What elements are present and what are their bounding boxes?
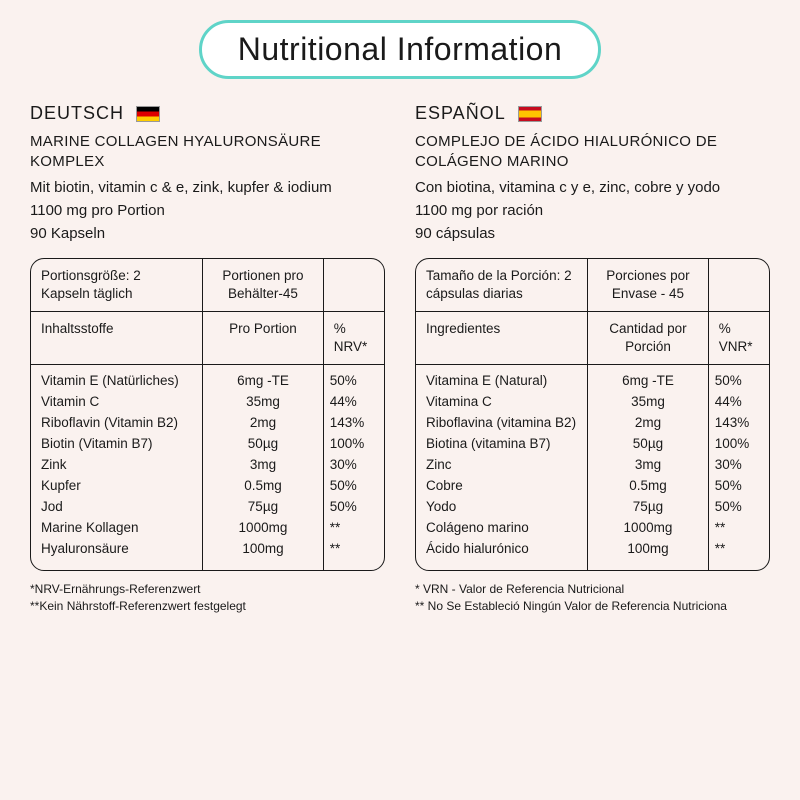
column-de: DEUTSCH MARINE COLLAGEN HYALURONSÄURE KO…: [30, 103, 385, 615]
footnotes-de: *NRV-Ernährungs-Referenzwert **Kein Nähr…: [30, 581, 385, 616]
ing-amounts-es: 6mg -TE35mg2mg50µg3mg0.5mg75µg1000mg100m…: [588, 365, 709, 569]
column-es: ESPAÑOL COMPLEJO DE ÁCIDO HIALURÓNICO DE…: [415, 103, 770, 615]
desc1-es: Con biotina, vitamina c y e, zinc, cobre…: [415, 177, 770, 198]
serving-size-de: Portionsgröße: 2 Kapseln täglich: [31, 259, 203, 311]
product-name-de: MARINE COLLAGEN HYALURONSÄURE KOMPLEX: [30, 132, 385, 173]
serving-size-es: Tamaño de la Porción: 2 cápsulas diarias: [416, 259, 588, 311]
page-title-pill: Nutritional Information: [199, 20, 602, 79]
servings-per-de: Portionen pro Behälter-45: [203, 259, 324, 311]
foot2-de: **Kein Nährstoff-Referenzwert festgelegt: [30, 598, 385, 615]
lang-label-es: ESPAÑOL: [415, 103, 506, 124]
blank-cell: [709, 259, 769, 311]
lang-header-de: DEUTSCH: [30, 103, 385, 124]
lang-label-de: DEUTSCH: [30, 103, 124, 124]
table-body-de: Vitamin E (Natürliches)Vitamin CRiboflav…: [31, 364, 384, 569]
table-es: Tamaño de la Porción: 2 cápsulas diarias…: [415, 258, 770, 571]
servings-per-es: Porciones por Envase - 45: [588, 259, 709, 311]
footnotes-es: * VRN - Valor de Referencia Nutricional …: [415, 581, 770, 616]
columns-wrap: DEUTSCH MARINE COLLAGEN HYALURONSÄURE KO…: [30, 103, 770, 615]
flag-es-icon: [518, 106, 542, 122]
ing-names-de: Vitamin E (Natürliches)Vitamin CRiboflav…: [31, 365, 203, 569]
page-title: Nutritional Information: [238, 31, 563, 67]
desc3-de: 90 Kapseln: [30, 223, 385, 244]
table-head2-es: Ingredientes Cantidad por Porción % VNR*: [416, 311, 769, 364]
foot1-es: * VRN - Valor de Referencia Nutricional: [415, 581, 770, 598]
desc1-de: Mit biotin, vitamin c & e, zink, kupfer …: [30, 177, 385, 198]
col-nrv-de: % NRV*: [324, 312, 384, 364]
foot1-de: *NRV-Ernährungs-Referenzwert: [30, 581, 385, 598]
lang-header-es: ESPAÑOL: [415, 103, 770, 124]
blank-cell: [324, 259, 384, 311]
col-ing-es: Ingredientes: [416, 312, 588, 364]
ing-nrv-de: 50%44%143%100%30%50%50%****: [324, 365, 384, 569]
table-de: Portionsgröße: 2 Kapseln täglich Portion…: [30, 258, 385, 571]
ing-amounts-de: 6mg -TE35mg2mg50µg3mg0.5mg75µg1000mg100m…: [203, 365, 324, 569]
ing-nrv-es: 50%44%143%100%30%50%50%****: [709, 365, 769, 569]
col-ing-de: Inhaltsstoffe: [31, 312, 203, 364]
ing-names-es: Vitamina E (Natural)Vitamina CRiboflavin…: [416, 365, 588, 569]
table-head1-es: Tamaño de la Porción: 2 cápsulas diarias…: [416, 259, 769, 311]
col-per-de: Pro Portion: [203, 312, 324, 364]
table-head2-de: Inhaltsstoffe Pro Portion % NRV*: [31, 311, 384, 364]
desc2-es: 1100 mg por ración: [415, 200, 770, 221]
desc3-es: 90 cápsulas: [415, 223, 770, 244]
desc2-de: 1100 mg pro Portion: [30, 200, 385, 221]
foot2-es: ** No Se Estableció Ningún Valor de Refe…: [415, 598, 770, 615]
col-nrv-es: % VNR*: [709, 312, 769, 364]
table-head1-de: Portionsgröße: 2 Kapseln täglich Portion…: [31, 259, 384, 311]
table-body-es: Vitamina E (Natural)Vitamina CRiboflavin…: [416, 364, 769, 569]
product-name-es: COMPLEJO DE ÁCIDO HIALURÓNICO DE COLÁGEN…: [415, 132, 770, 173]
col-per-es: Cantidad por Porción: [588, 312, 709, 364]
flag-de-icon: [136, 106, 160, 122]
